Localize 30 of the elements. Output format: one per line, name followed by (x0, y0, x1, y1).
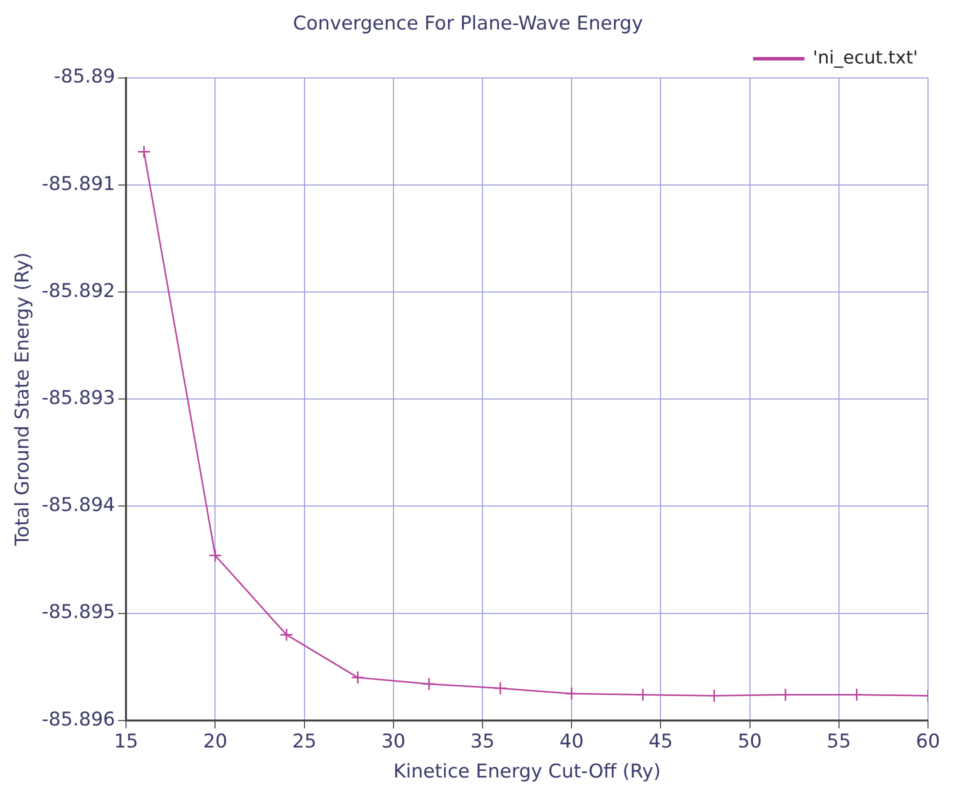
x-tick-label: 50 (738, 730, 762, 753)
point (208, 548, 222, 562)
point (280, 628, 294, 642)
point (422, 677, 436, 691)
chart-title: Convergence For Plane-Wave Energy (293, 12, 643, 34)
x-tick-label: 60 (916, 730, 940, 753)
x-tick-label: 45 (648, 730, 673, 753)
x-tick-label: 40 (560, 730, 584, 753)
y-axis-title: Total Ground State Energy (Ry) (11, 252, 34, 547)
x-tick-label: 20 (203, 730, 228, 753)
legend-label: 'ni_ecut.txt' (812, 47, 918, 68)
point (564, 686, 578, 700)
y-tick-label: -85.89 (54, 66, 116, 88)
point (137, 144, 151, 158)
y-tick-label: -85.893 (42, 387, 116, 410)
y-tick-label: -85.895 (42, 601, 116, 624)
x-tick-label: 30 (381, 730, 406, 753)
x-tick-label: 55 (826, 730, 851, 753)
y-tick-label: -85.896 (42, 708, 116, 730)
x-tick-label: 15 (114, 730, 138, 753)
x-tick-label: 25 (292, 730, 316, 753)
point (351, 670, 365, 684)
x-tick-label: 35 (470, 730, 495, 753)
y-tick-label: -85.894 (42, 494, 116, 516)
x-axis-title: Kinetice Energy Cut-Off (Ry) (393, 760, 661, 783)
y-tick-label: -85.891 (42, 172, 116, 195)
point (636, 688, 650, 702)
point (494, 682, 508, 696)
point (707, 689, 721, 703)
y-tick-label: -85.892 (42, 280, 116, 302)
